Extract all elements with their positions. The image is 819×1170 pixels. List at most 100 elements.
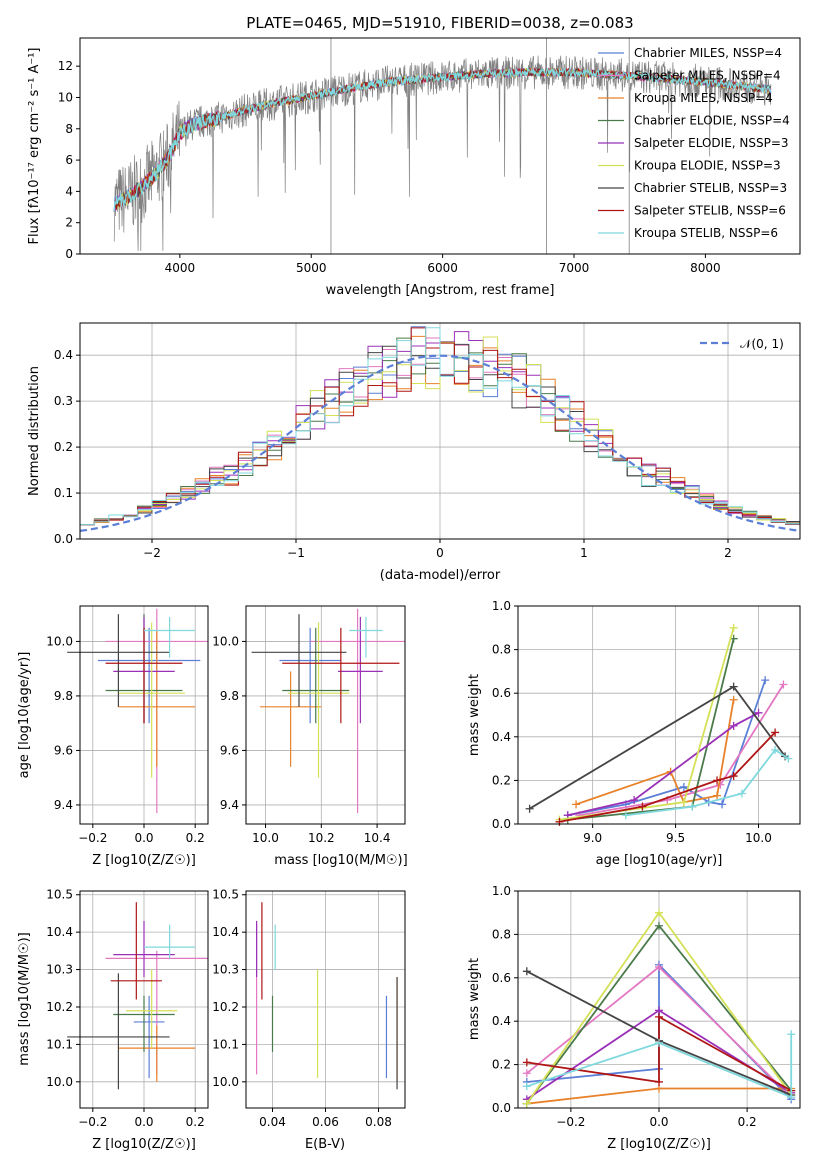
- x-tick-label: 0: [436, 546, 444, 560]
- x-tick-label: 0.06: [312, 1115, 339, 1129]
- normal-curve: [80, 354, 800, 532]
- plot-area: [67, 608, 208, 814]
- weight-marker: [713, 791, 722, 800]
- y-tick-label: 10.0: [46, 634, 73, 648]
- x-axis-label: Z [log10(Z/Z☉)]: [92, 853, 196, 868]
- legend-label: Salpeter MILES, NSSP=4: [634, 69, 781, 83]
- y-tick-label: 0.0: [492, 817, 511, 831]
- y-tick-label: 1.0: [492, 599, 511, 613]
- weight-marker: [655, 1077, 663, 1086]
- y-tick-label: 10.5: [212, 888, 239, 902]
- weight-marker: [737, 789, 746, 798]
- y-tick-label: 10.4: [46, 925, 73, 939]
- x-tick-label: 8000: [690, 261, 721, 275]
- weight-marker: [522, 1058, 531, 1067]
- y-tick-label: 10: [58, 90, 73, 104]
- weight-marker: [638, 802, 647, 811]
- model-spectrum: [113, 66, 772, 212]
- x-axis-label: mass [log10(M/M☉)]: [274, 853, 407, 868]
- x-tick-label: 0.2: [186, 1115, 205, 1129]
- y-tick-label: 10.4: [212, 925, 239, 939]
- y-axis-label: mass weight: [467, 958, 482, 1040]
- x-tick-label: 9.0: [583, 831, 602, 845]
- y-tick-label: 0.2: [492, 773, 511, 787]
- y-tick-label: 10.2: [46, 1000, 73, 1014]
- y-tick-label: 10.0: [46, 1075, 73, 1089]
- weight-marker: [655, 962, 663, 971]
- axes-frame: [79, 37, 801, 255]
- weight-marker: [572, 800, 581, 809]
- weight-marker: [771, 728, 780, 737]
- y-tick-label: 0.6: [492, 686, 511, 700]
- plot-area: [525, 623, 793, 826]
- y-tick-label: 9.6: [220, 743, 239, 757]
- weight-marker: [729, 623, 738, 632]
- weight-marker: [630, 796, 639, 805]
- plot-area: [251, 608, 405, 814]
- weight-line: [526, 1015, 792, 1092]
- x-tick-label: −0.2: [78, 831, 107, 845]
- panel-4: 9.0 9.5 10.0 0.0 0.2 0.4 0.6 0.8 1.0: [492, 599, 801, 845]
- y-axis-label: Normed distribution: [27, 366, 42, 496]
- y-tick-label: 10.1: [46, 1037, 73, 1051]
- x-tick-label: 0.0: [134, 831, 153, 845]
- legend-label: Salpeter STELIB, NSSP=6: [634, 204, 786, 218]
- y-tick-label: 0.3: [54, 394, 73, 408]
- y-tick-label: 10.0: [212, 1075, 239, 1089]
- x-tick-label: 5000: [296, 261, 327, 275]
- y-tick-label: 10.2: [212, 1000, 239, 1014]
- y-axis-label: mass [log10(M/M☉)]: [17, 932, 32, 1065]
- weight-marker: [655, 1012, 663, 1021]
- weight-marker: [784, 754, 793, 763]
- weight-marker: [718, 800, 727, 809]
- y-tick-label: 0.1: [54, 486, 73, 500]
- y-tick-label: 0.2: [492, 1058, 511, 1072]
- x-axis-label: age [log10(age/yr)]: [596, 853, 723, 868]
- y-tick-label: 8: [65, 122, 73, 136]
- y-axis-label: age [log10(age/yr)]: [17, 652, 32, 779]
- weight-marker: [688, 802, 697, 811]
- x-tick-label: 0.0: [134, 1115, 153, 1129]
- legend-label: Kroupa ELODIE, NSSP=3: [634, 159, 781, 173]
- x-tick-label: 10.4: [364, 831, 391, 845]
- weight-marker: [761, 676, 770, 685]
- weight-marker: [729, 682, 738, 691]
- weight-marker: [713, 776, 722, 785]
- y-tick-label: 0.4: [492, 1014, 511, 1028]
- y-tick-label: 0.0: [54, 532, 73, 546]
- weight-line: [579, 684, 785, 817]
- x-tick-label: −1: [287, 546, 305, 560]
- weight-line: [567, 712, 759, 817]
- x-axis-label: wavelength [Angstrom, rest frame]: [326, 283, 555, 298]
- plot-area: [80, 326, 800, 532]
- x-tick-label: 6000: [427, 261, 458, 275]
- weight-marker: [655, 1038, 663, 1047]
- legend-label: Salpeter ELODIE, NSSP=3: [634, 136, 789, 150]
- plot-area: [256, 902, 398, 1090]
- y-tick-label: 9.8: [54, 689, 73, 703]
- x-tick-label: 10.0: [745, 831, 772, 845]
- y-tick-label: 0.8: [492, 643, 511, 657]
- weight-line: [526, 1034, 793, 1099]
- axes-frame: [79, 605, 209, 825]
- legend-label: Chabrier MILES, NSSP=4: [634, 46, 782, 60]
- weight-marker: [787, 1030, 796, 1039]
- y-tick-label: 10.3: [212, 963, 239, 977]
- y-tick-label: 6: [65, 153, 73, 167]
- axes-frame: [517, 605, 801, 825]
- y-tick-label: 0.4: [492, 730, 511, 744]
- weight-marker: [716, 780, 725, 789]
- x-axis-label: E(B-V): [305, 1137, 345, 1152]
- weight-line: [529, 685, 786, 810]
- y-tick-label: 0.6: [492, 971, 511, 985]
- y-tick-label: 0: [65, 247, 73, 261]
- y-tick-label: 10.5: [46, 888, 73, 902]
- weight-line: [625, 748, 789, 817]
- legend-label: Kroupa MILES, NSSP=4: [634, 91, 773, 105]
- x-tick-label: 7000: [559, 261, 590, 275]
- y-axis-label: mass weight: [467, 674, 482, 756]
- x-axis-label: Z [log10(Z/Z☉)]: [92, 1137, 196, 1152]
- weight-marker: [729, 772, 738, 781]
- weight-marker: [679, 782, 688, 791]
